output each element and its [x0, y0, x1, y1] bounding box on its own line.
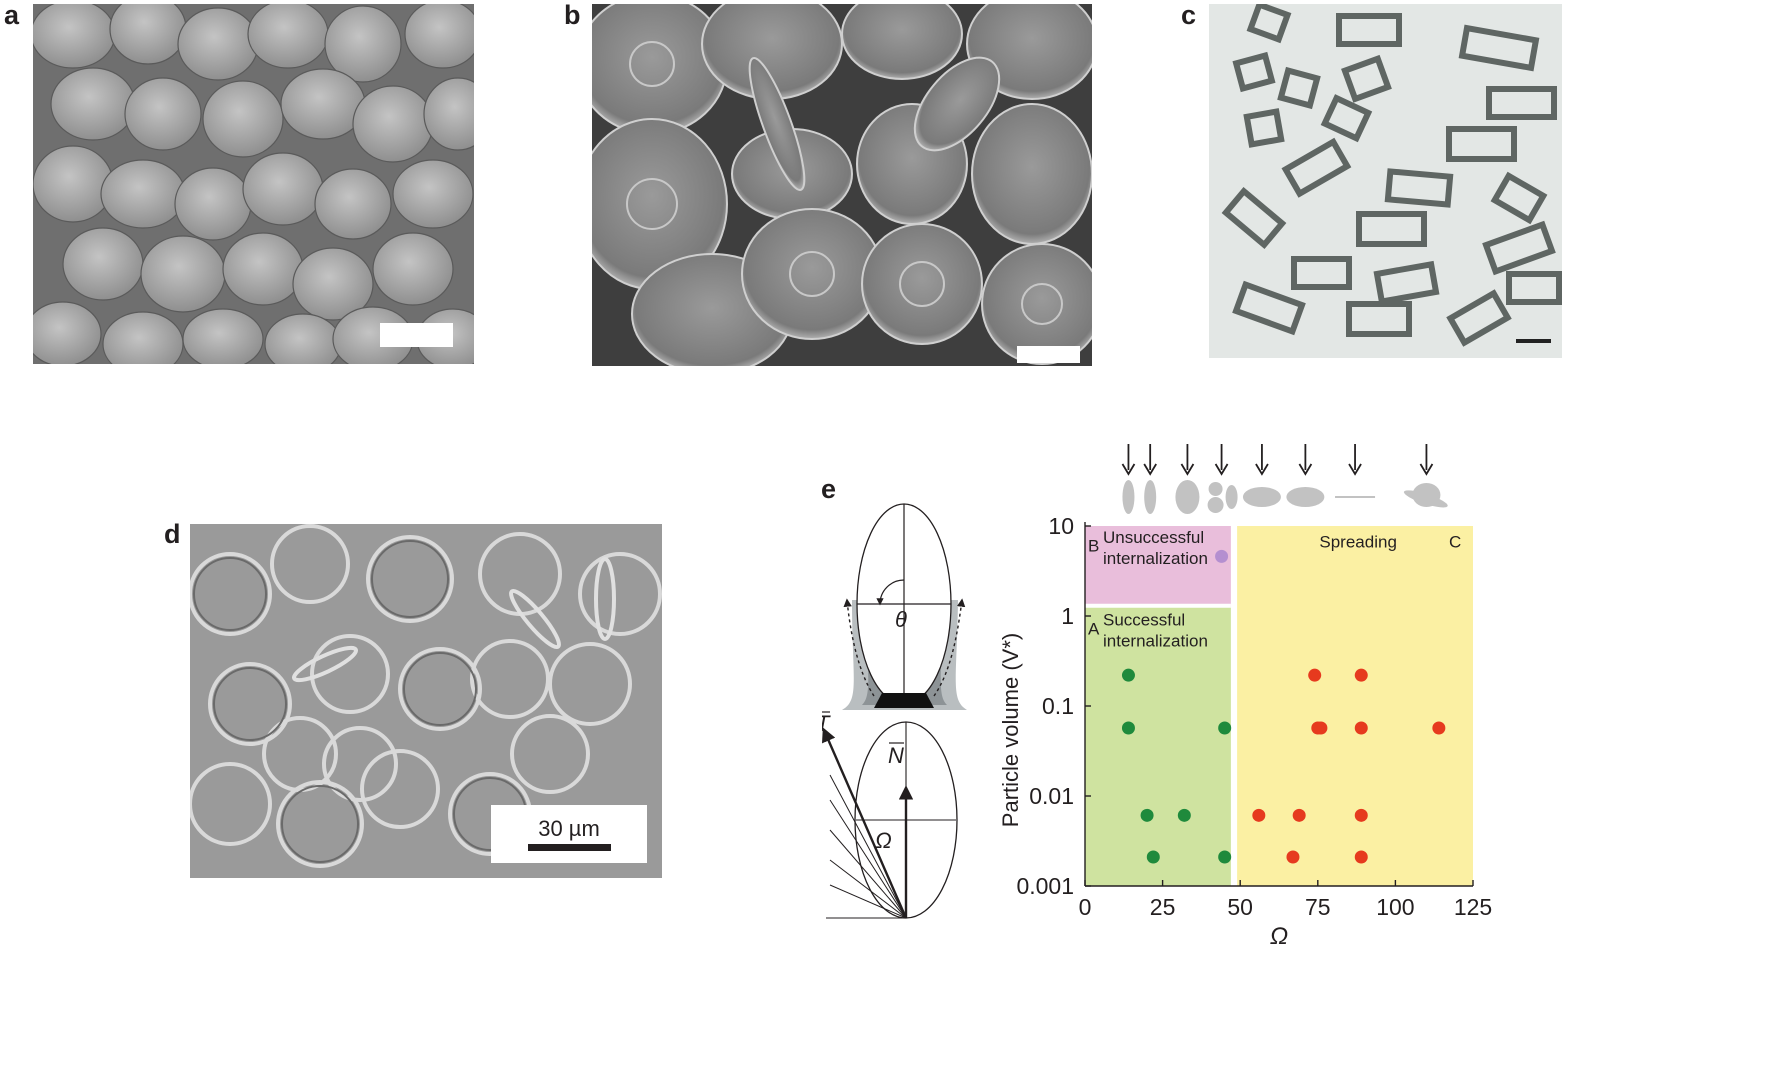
x-tick-label: 100: [1376, 894, 1414, 920]
panel-b-sem-image: [592, 4, 1092, 366]
panel-e-label: e: [821, 474, 837, 504]
x-tick-label: 0: [1079, 894, 1092, 920]
panel-d-scale-label: 30 µm: [538, 816, 600, 841]
panel-d-micrograph: 30 µm: [190, 524, 662, 878]
data-point: [1121, 721, 1135, 735]
region-A: [1085, 605, 1231, 886]
panel-b-label: b: [564, 0, 581, 30]
x-tick-label: 75: [1305, 894, 1331, 920]
down-arrow-icon: [1255, 463, 1269, 476]
omega-label: Ω: [875, 828, 892, 853]
down-arrow-icon: [1121, 463, 1136, 476]
snowman-icon: [1207, 497, 1224, 513]
thin-ellipse-icon: [1122, 480, 1135, 514]
flat-ellipse-icon: [1286, 487, 1325, 507]
panel-c-scale-bar: [1516, 339, 1551, 343]
ufo-icon: [1403, 490, 1448, 508]
region-B: [1085, 526, 1231, 606]
N-label: N: [888, 743, 904, 768]
data-point: [1218, 721, 1232, 735]
data-point: [1218, 850, 1232, 864]
region-A-text: internalization: [1103, 632, 1208, 651]
T-label: T: [822, 711, 831, 736]
panel-e-diagram: θ T N Ω: [822, 503, 967, 919]
down-arrow-icon: [1419, 463, 1434, 476]
x-tick-label: 50: [1227, 894, 1253, 920]
data-point: [1177, 808, 1191, 822]
region-C: [1237, 526, 1473, 886]
data-point: [1292, 808, 1306, 822]
data-point: [1354, 721, 1368, 735]
data-point: [1140, 808, 1154, 822]
region-B-letter: B: [1088, 537, 1099, 556]
region-C-letter: C: [1449, 532, 1461, 551]
down-arrow-icon: [1143, 463, 1157, 476]
theta-label: θ: [895, 607, 907, 632]
down-arrow-icon: [1214, 463, 1229, 476]
region-B-text: internalization: [1103, 549, 1208, 568]
down-arrow-icon: [1180, 463, 1195, 476]
data-point: [1314, 721, 1328, 735]
data-point: [1354, 808, 1368, 822]
panel-a-sem-image: [33, 4, 474, 364]
region-A-letter: A: [1088, 620, 1100, 639]
panel-b-scale-bar: [1017, 346, 1080, 363]
data-point: [1432, 721, 1446, 735]
snowman-icon: [1208, 482, 1223, 496]
y-axis-label: Particle volume (V*): [998, 633, 1023, 827]
region-C-text: Spreading: [1319, 532, 1397, 551]
thin-ellipse-icon: [1144, 480, 1157, 514]
panel-d-label: d: [164, 519, 181, 549]
data-point: [1354, 668, 1368, 682]
region-B-text: Unsuccessful: [1103, 528, 1204, 547]
panel-a-label: a: [4, 0, 20, 30]
y-tick-label: 10: [1048, 513, 1074, 539]
panel-d-scale-bar: [528, 844, 611, 851]
x-tick-label: 25: [1150, 894, 1176, 920]
y-tick-label: 0.1: [1042, 693, 1074, 719]
x-tick-label: 125: [1454, 894, 1492, 920]
data-point: [1286, 850, 1300, 864]
data-point: [1215, 549, 1229, 563]
contact-region: [874, 693, 934, 708]
data-point: [1121, 668, 1135, 682]
panel-c-micrograph: [1209, 4, 1562, 358]
x-axis-label: Ω: [1270, 923, 1288, 950]
region-A-text: Successful: [1103, 611, 1185, 630]
data-point: [1354, 850, 1368, 864]
snowman-icon: [1225, 485, 1238, 509]
panel-a-scale-bar: [380, 323, 453, 347]
data-point: [1252, 808, 1266, 822]
panel-c-label: c: [1181, 0, 1197, 30]
y-tick-label: 0.001: [1016, 873, 1074, 899]
y-tick-label: 1: [1061, 603, 1074, 629]
data-point: [1308, 668, 1322, 682]
ellipse-icon: [1175, 480, 1200, 514]
y-tick-label: 0.01: [1029, 783, 1074, 809]
flat-ellipse-icon: [1242, 487, 1281, 507]
panel-d-scale-box: [491, 805, 647, 863]
data-point: [1146, 850, 1160, 864]
down-arrow-icon: [1298, 463, 1313, 476]
down-arrow-icon: [1348, 463, 1362, 476]
